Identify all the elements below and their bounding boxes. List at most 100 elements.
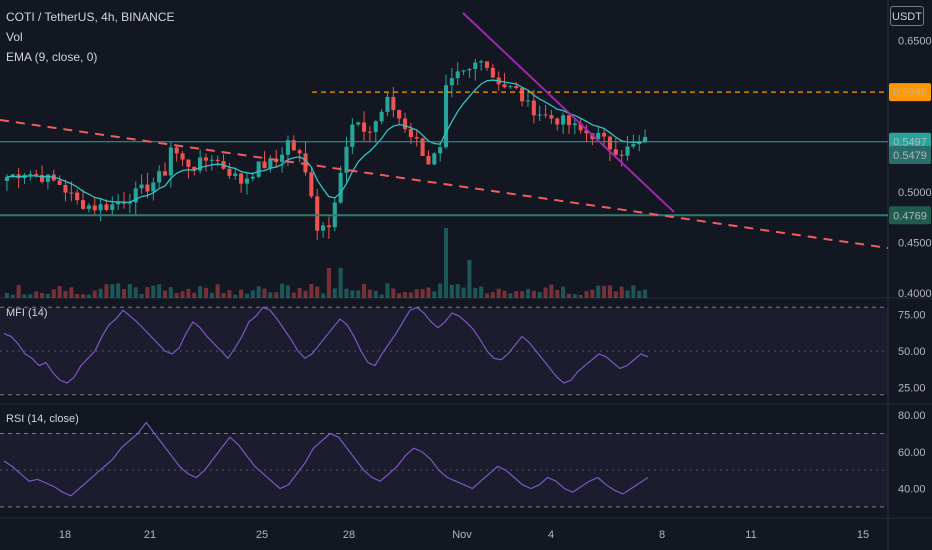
- resistance-price-tag-bg: [889, 83, 931, 102]
- candle: [455, 62, 460, 86]
- candle-body: [157, 171, 162, 183]
- candle: [280, 147, 285, 173]
- volume-bar: [508, 293, 513, 298]
- support-price-tag-bg: [889, 206, 931, 225]
- candle-body: [250, 176, 255, 179]
- candle-body: [561, 115, 566, 125]
- candle-body: [239, 173, 244, 184]
- price-axis-label: 0.6500: [898, 35, 932, 47]
- volume-bar: [121, 289, 127, 298]
- candle-body: [596, 132, 601, 140]
- volume-bar: [51, 289, 56, 298]
- candle-body: [566, 115, 572, 126]
- candle-body: [356, 122, 361, 125]
- price-axis-label: 0.4500: [898, 237, 932, 249]
- candle-body: [192, 166, 197, 171]
- volume-bar: [104, 284, 109, 298]
- volume-bar: [80, 294, 86, 298]
- candle: [479, 59, 484, 71]
- candle: [350, 118, 355, 155]
- candle: [414, 129, 419, 147]
- time-axis-label: 11: [745, 529, 756, 541]
- candle: [373, 120, 378, 143]
- candle-body: [110, 204, 115, 210]
- volume-bar: [344, 288, 349, 298]
- volume-bar: [572, 294, 577, 298]
- candle: [133, 181, 138, 215]
- volume-bar: [596, 285, 601, 298]
- candle-body: [602, 132, 607, 137]
- candle-body: [10, 174, 15, 177]
- candle-body: [215, 159, 220, 162]
- volume-bar: [514, 291, 519, 298]
- candle-body: [174, 147, 179, 154]
- volume-bar: [256, 286, 261, 298]
- volume-bar: [180, 291, 185, 298]
- candle-body: [637, 142, 642, 145]
- volume-bar: [362, 283, 367, 298]
- candle-body: [198, 157, 203, 171]
- volume-bar: [338, 268, 343, 298]
- candle: [40, 165, 45, 184]
- candle-body: [80, 200, 86, 209]
- rsi-line: [3, 421, 649, 497]
- volume-bar: [590, 289, 595, 298]
- candle: [256, 161, 261, 179]
- candle-body: [385, 96, 390, 112]
- candle-body: [525, 100, 531, 102]
- volume-bar: [373, 290, 378, 298]
- currency-button[interactable]: USDT: [890, 6, 924, 26]
- time-axis-label: 25: [256, 529, 268, 541]
- candle-body: [121, 202, 127, 204]
- candle: [566, 112, 572, 134]
- candle: [291, 135, 296, 152]
- candle-body: [180, 153, 185, 160]
- candle: [525, 90, 531, 107]
- volume-bar: [414, 289, 419, 298]
- rsi-title: RSI (14, close): [6, 413, 79, 425]
- candle-body: [402, 118, 408, 130]
- candle-body: [438, 147, 443, 154]
- candle-body: [373, 121, 378, 133]
- candle-body: [133, 188, 138, 203]
- ema-price-tag: 0.5479: [893, 150, 927, 162]
- volume-bar: [408, 292, 413, 298]
- candle: [227, 162, 232, 179]
- volume-bar: [315, 286, 320, 298]
- volume-bar: [367, 289, 372, 298]
- volume-bar: [637, 290, 642, 298]
- candle: [80, 189, 86, 210]
- volume-bar: [127, 284, 132, 298]
- candle: [303, 141, 308, 176]
- time-axis-label: Nov: [452, 529, 472, 541]
- candle: [180, 151, 185, 166]
- candle-body: [350, 124, 355, 147]
- candle: [473, 58, 478, 81]
- candle-body: [514, 86, 519, 89]
- candle-body: [338, 172, 343, 203]
- candle-body: [92, 205, 97, 211]
- candle: [420, 137, 425, 156]
- candle-body: [443, 85, 449, 148]
- price-axis-label: 0.4000: [898, 288, 932, 300]
- candle: [110, 196, 115, 216]
- volume-bar: [537, 291, 542, 298]
- volume-bar: [98, 288, 103, 298]
- candle: [75, 189, 80, 205]
- candle-body: [209, 159, 214, 161]
- candle-body: [613, 149, 618, 155]
- support-price-tag: 0.4769: [893, 210, 927, 222]
- candle-body: [104, 204, 109, 210]
- candle: [408, 122, 413, 144]
- volume-bar: [490, 291, 495, 298]
- volume-bar: [326, 268, 331, 298]
- volume-bar: [203, 287, 209, 298]
- candle-body: [139, 184, 144, 189]
- volume-bar: [625, 290, 630, 298]
- volume-bar: [92, 290, 97, 298]
- candle-body: [34, 174, 39, 176]
- mfi-line: [3, 306, 649, 384]
- candle-body: [520, 88, 525, 102]
- volume-bar: [209, 292, 214, 298]
